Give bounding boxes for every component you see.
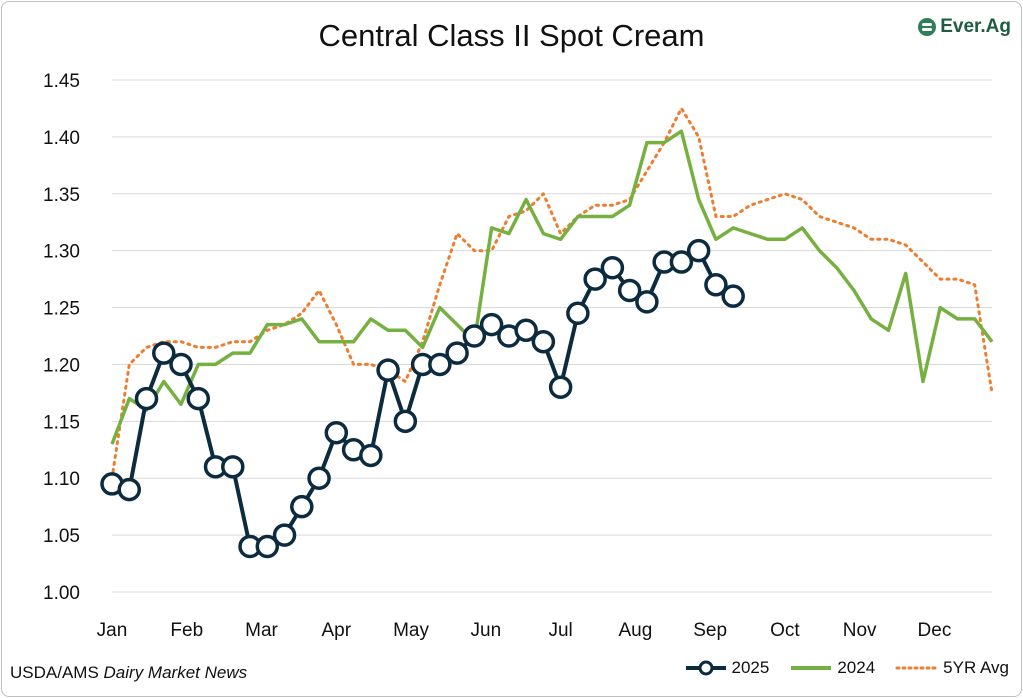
data-point-2025 xyxy=(462,324,487,348)
x-tick-label: Aug xyxy=(618,620,652,641)
x-tick-label: Dec xyxy=(918,620,952,641)
legend-label-2025: 2025 xyxy=(731,658,770,677)
x-tick-label: Jul xyxy=(548,620,572,641)
data-point-2025 xyxy=(221,455,245,479)
source-italic: Dairy Market News xyxy=(103,663,248,682)
legend-label-2024: 2024 xyxy=(837,658,876,677)
data-point-2025 xyxy=(445,341,469,365)
data-point-2025 xyxy=(548,375,573,399)
data-point-2025 xyxy=(169,352,193,377)
y-tick-label: 1.05 xyxy=(43,526,80,547)
x-tick-label: Oct xyxy=(770,620,800,641)
x-tick-label: Mar xyxy=(245,620,278,641)
ever-ag-logo: Ever.Ag xyxy=(918,16,1011,38)
data-point-2025 xyxy=(376,358,400,382)
x-tick-label: Nov xyxy=(843,620,877,641)
ever-ag-logo-icon xyxy=(918,18,937,36)
source-prefix: USDA/AMS xyxy=(10,663,104,682)
x-tick-label: May xyxy=(393,620,429,641)
x-tick-label: Jan xyxy=(97,620,128,641)
data-point-2025 xyxy=(152,341,176,365)
x-tick-label: Jun xyxy=(471,620,502,641)
legend-label-5yr-avg: 5YR Avg xyxy=(943,658,1009,677)
data-point-2025 xyxy=(704,273,728,297)
x-tick-label: Feb xyxy=(170,620,203,641)
data-point-2025 xyxy=(393,409,418,434)
legend-item-2024: 2024 xyxy=(789,658,875,678)
chart-title: Central Class II Spot Cream xyxy=(318,18,705,53)
y-tick-label: 1.20 xyxy=(43,355,80,376)
legend-swatch-2025 xyxy=(685,660,726,676)
data-point-2025 xyxy=(531,329,556,354)
data-point-2025 xyxy=(359,443,383,468)
logo-text: Ever.Ag xyxy=(940,16,1011,37)
chart-legend: 2025 2024 5YR Avg xyxy=(684,658,1009,678)
data-point-2025 xyxy=(186,386,211,411)
data-point-2025 xyxy=(566,301,590,325)
data-point-2025 xyxy=(600,255,625,280)
legend-item-2025: 2025 xyxy=(684,658,770,678)
y-tick-label: 1.40 xyxy=(43,128,80,149)
data-point-2025 xyxy=(479,312,504,337)
y-tick-label: 1.25 xyxy=(43,299,80,320)
data-point-2025 xyxy=(307,466,331,490)
data-point-2025 xyxy=(617,278,642,303)
y-tick-label: 1.00 xyxy=(43,583,80,604)
y-tick-label: 1.30 xyxy=(43,242,80,263)
x-tick-label: Apr xyxy=(322,620,352,641)
data-point-2025 xyxy=(134,386,159,411)
y-tick-label: 1.15 xyxy=(43,412,80,433)
source-note: USDA/AMS Dairy Market News xyxy=(10,663,247,683)
data-point-2025 xyxy=(428,352,452,377)
data-point-2025 xyxy=(635,290,659,314)
data-point-2025 xyxy=(117,477,142,502)
data-point-2025 xyxy=(669,250,694,274)
y-tick-label: 1.45 xyxy=(43,71,80,92)
data-point-2025 xyxy=(290,494,314,519)
legend-swatch-2024 xyxy=(791,666,832,670)
series-line-2024 xyxy=(110,129,994,445)
legend-item-5yr-avg: 5YR Avg xyxy=(895,658,1009,678)
data-point-2025 xyxy=(272,523,297,547)
y-tick-label: 1.10 xyxy=(43,469,80,490)
data-point-2025 xyxy=(324,420,349,445)
data-point-2025 xyxy=(721,284,745,308)
x-tick-label: Sep xyxy=(693,620,727,641)
data-point-2025 xyxy=(583,267,607,291)
data-point-2025 xyxy=(514,318,538,343)
data-point-2025 xyxy=(686,238,711,263)
series-line-5yr-avg xyxy=(110,106,994,480)
legend-swatch-5yr-avg xyxy=(895,666,939,670)
data-point-2025 xyxy=(255,534,280,559)
y-tick-label: 1.35 xyxy=(43,185,80,206)
